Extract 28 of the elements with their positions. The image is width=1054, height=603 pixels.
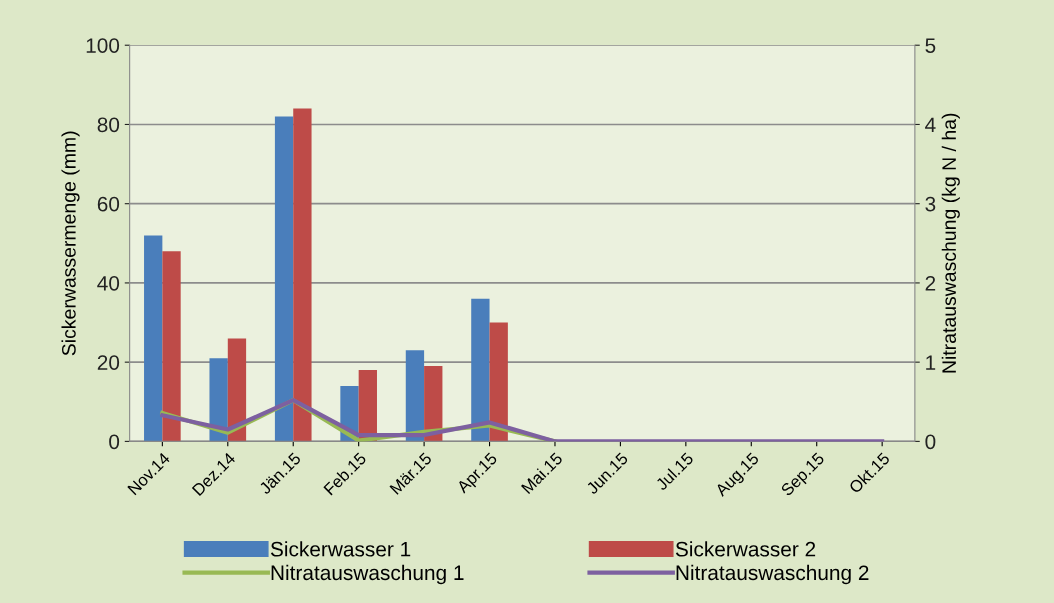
y-tick-label: 20 bbox=[97, 355, 120, 370]
y2-tick-label: 3 bbox=[925, 196, 936, 212]
line-series bbox=[160, 398, 885, 442]
legend-label: Nitratauswaschung 2 bbox=[676, 564, 869, 585]
y-tick-label: 100 bbox=[86, 38, 120, 53]
bar bbox=[144, 235, 163, 442]
y-tick-label: 60 bbox=[97, 196, 120, 212]
y-axis-title: Sickerwassermenge (mm) bbox=[61, 131, 80, 356]
y2-axis-title: Nitratauswaschung (kg N / ha) bbox=[941, 113, 960, 373]
legend-label: Sickerwasser 2 bbox=[675, 541, 816, 557]
legend-label: Nitratauswaschung 1 bbox=[271, 564, 464, 585]
y2-tick-label: 2 bbox=[925, 275, 936, 291]
bar bbox=[293, 108, 312, 442]
bar bbox=[405, 350, 425, 442]
bar bbox=[209, 358, 228, 442]
y2-tick-label: 0 bbox=[925, 434, 936, 450]
y2-tick-label: 4 bbox=[925, 117, 936, 133]
y2-tick-label: 1 bbox=[926, 355, 936, 370]
legend-label: Sickerwasser 1 bbox=[270, 541, 411, 557]
bar bbox=[489, 322, 508, 442]
bar bbox=[227, 338, 247, 442]
bar bbox=[274, 116, 294, 442]
y-tick-label: 40 bbox=[97, 275, 120, 291]
y-tick-label: 0 bbox=[109, 434, 120, 450]
bar bbox=[162, 251, 181, 442]
bar bbox=[471, 298, 490, 442]
y-tick-label: 80 bbox=[97, 117, 120, 133]
y2-tick-label: 5 bbox=[925, 38, 936, 53]
